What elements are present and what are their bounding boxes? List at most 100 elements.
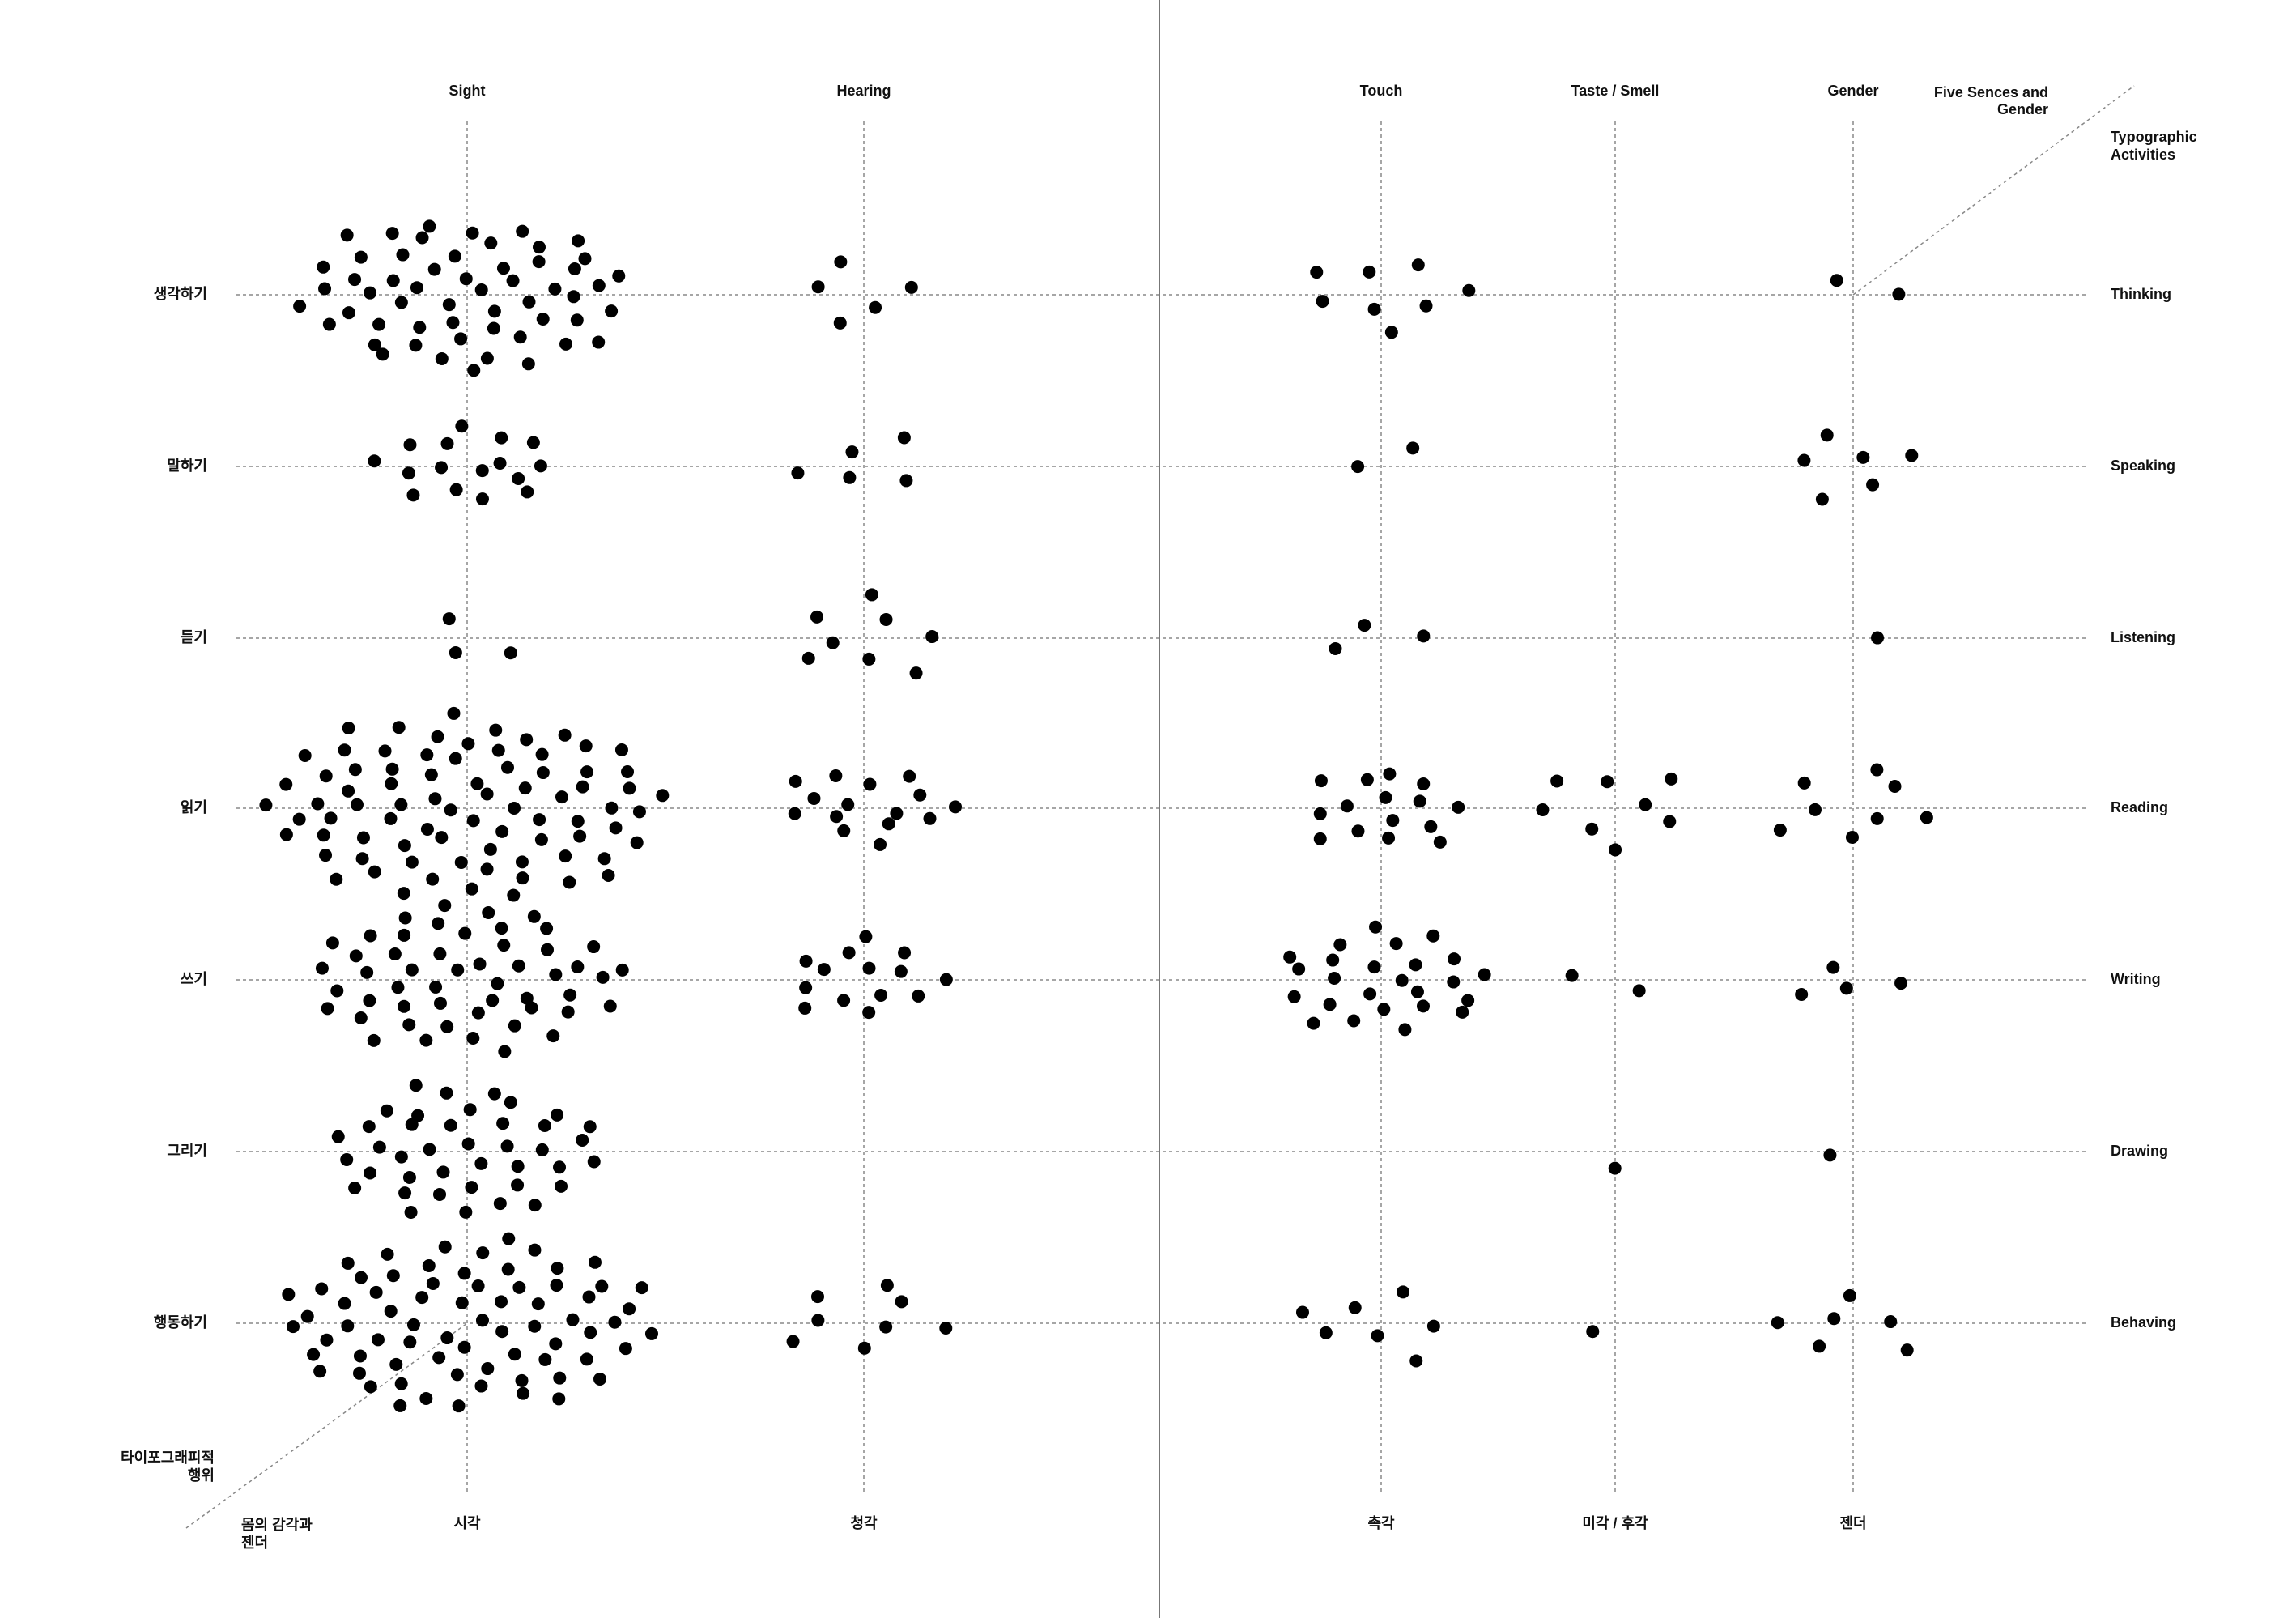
- dot: [592, 279, 606, 292]
- dot: [1665, 772, 1678, 786]
- dot: [444, 803, 457, 817]
- dot: [340, 1152, 354, 1166]
- dot: [330, 984, 344, 998]
- row-label-ko: 쓰기: [181, 971, 207, 987]
- dot: [580, 765, 594, 779]
- dot: [300, 1309, 314, 1323]
- dot: [602, 868, 615, 882]
- corner-diagonal: [1852, 85, 2135, 296]
- dot: [411, 1109, 425, 1122]
- dot: [511, 1178, 525, 1192]
- dot: [1377, 1003, 1391, 1016]
- dot: [1328, 971, 1341, 985]
- row-label: Listening: [2111, 629, 2175, 645]
- dot: [381, 1247, 394, 1261]
- dot: [895, 1295, 908, 1309]
- dot: [829, 769, 843, 782]
- column-label-ko: 젠더: [1839, 1515, 1866, 1531]
- dot: [495, 824, 509, 838]
- dot: [801, 651, 815, 665]
- dot: [843, 470, 857, 484]
- dot: [428, 792, 442, 806]
- dot: [810, 1290, 824, 1304]
- dot: [311, 797, 325, 811]
- dot: [459, 272, 473, 286]
- dot: [495, 431, 508, 445]
- dot: [1845, 830, 1859, 844]
- dot: [325, 936, 339, 950]
- dot: [470, 777, 484, 790]
- dot: [1419, 299, 1433, 313]
- dot: [341, 1319, 355, 1333]
- dot: [360, 965, 374, 979]
- dot: [534, 459, 547, 473]
- dot: [449, 752, 462, 765]
- dot: [454, 332, 468, 346]
- dot: [451, 963, 465, 977]
- dot: [811, 1314, 825, 1327]
- dot: [1383, 767, 1397, 781]
- dot: [495, 1295, 508, 1309]
- dot: [1565, 969, 1579, 982]
- dot: [487, 1087, 501, 1101]
- dot: [498, 1045, 512, 1058]
- dot: [471, 1279, 485, 1292]
- dot: [841, 798, 855, 811]
- dot: [1830, 274, 1843, 287]
- dot: [512, 471, 525, 485]
- dot: [449, 645, 462, 659]
- dot: [799, 954, 813, 968]
- dot: [528, 1319, 542, 1333]
- dot: [1363, 987, 1377, 1001]
- dot: [535, 747, 549, 761]
- dot: [420, 822, 434, 836]
- dot: [315, 1282, 329, 1296]
- dot: [371, 1333, 385, 1347]
- dot: [426, 1277, 440, 1291]
- dot: [912, 989, 925, 1003]
- dot: [596, 970, 610, 984]
- dot: [1410, 985, 1424, 998]
- dot: [862, 652, 876, 666]
- dot: [576, 1133, 589, 1147]
- dot: [368, 338, 381, 351]
- dot: [1371, 1329, 1384, 1343]
- dot: [398, 839, 411, 853]
- dot: [1823, 1148, 1837, 1162]
- dot: [348, 1182, 362, 1195]
- dot: [342, 306, 355, 320]
- dot: [879, 1320, 893, 1334]
- dot: [859, 930, 873, 943]
- dot: [549, 968, 563, 981]
- dot: [391, 981, 405, 994]
- dot: [1797, 776, 1811, 790]
- dot: [433, 947, 447, 960]
- dot: [398, 999, 411, 1013]
- dot: [405, 963, 419, 977]
- dot: [576, 780, 589, 794]
- dot: [1398, 1023, 1412, 1037]
- dot: [449, 483, 463, 496]
- dot: [403, 438, 417, 452]
- dot: [349, 949, 363, 963]
- dot: [394, 1377, 408, 1390]
- dot: [442, 612, 456, 626]
- dot: [558, 728, 572, 742]
- dot: [433, 1187, 447, 1201]
- dot: [811, 280, 825, 294]
- dot: [522, 295, 536, 309]
- dot: [1313, 832, 1327, 845]
- dot: [520, 733, 534, 747]
- dot: [1363, 265, 1376, 279]
- dot: [385, 762, 399, 776]
- dot: [393, 1399, 407, 1412]
- dot: [364, 1166, 377, 1180]
- dot: [403, 1335, 417, 1349]
- dot: [573, 829, 587, 843]
- dot: [1329, 641, 1342, 655]
- dot: [480, 351, 494, 365]
- dot: [504, 1096, 517, 1109]
- dot: [495, 922, 508, 935]
- dot: [384, 811, 398, 825]
- dot: [438, 899, 452, 913]
